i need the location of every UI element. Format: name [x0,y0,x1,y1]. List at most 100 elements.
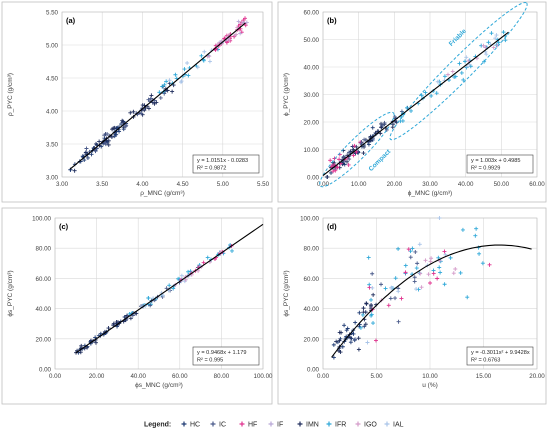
y-tick-label: 5.00 [46,43,59,50]
x-tick-label: 60.00 [172,373,188,380]
x-tick-label: 0.00 [317,181,330,188]
data-point-IMN [337,338,342,343]
data-point-HC [342,323,347,328]
equation-line: y = 1.0151x - 0.0283 [197,158,248,164]
data-point-IAL [467,62,472,67]
x-tick-label: 5.50 [257,181,270,188]
data-point-IC [396,319,401,324]
data-point-IC [102,133,107,138]
y-tick-label: 60.00 [36,276,52,283]
plot-area [61,11,264,178]
data-point-IGO [234,32,239,37]
data-point-IFR [146,295,151,300]
equation-box [466,154,534,174]
data-point-IFR [437,265,442,270]
trend-line [69,22,246,170]
data-point-IFR [486,40,491,45]
x-tick-label: 80.00 [214,373,230,380]
data-point-IGO [453,267,458,271]
y-tick-label: 80.00 [36,246,52,253]
data-point-IAL [179,273,184,278]
plot-area [322,217,538,370]
legend-marker-IFR [326,421,332,427]
data-point-IAL [161,293,166,298]
data-point-IMN [131,109,136,114]
data-point-IC [380,123,385,128]
data-point-IC [353,337,358,342]
data-point-IFR [459,70,464,75]
data-point-IMN [93,340,98,345]
x-tick-label: 3.00 [56,181,69,188]
data-point-HF [428,281,433,286]
data-point-HF [243,16,248,21]
data-point-IGO [426,272,431,277]
y-tick-label: 0.00 [307,175,320,182]
y-tick-label: 40.00 [304,65,320,72]
equation-line: R² = 0.9872 [197,166,226,172]
data-point-IMN [94,141,99,146]
data-point-HC [353,320,358,325]
data-point-IAL [464,55,469,60]
data-point-IF [218,40,223,45]
data-point-IFR [458,270,463,275]
data-point-IFR [473,233,478,238]
data-point-IMN [121,125,126,130]
data-point-IMN [369,302,374,307]
data-point-IFR [360,312,365,317]
data-point-IFR [442,74,447,79]
legend-marker-IAL [384,421,390,427]
data-point-IMN [110,127,115,132]
data-point-IMN [361,151,366,156]
panel-frame [1,207,273,405]
y-tick-label: 0.00 [307,367,320,374]
y-tick-label: 60.00 [304,10,320,17]
data-point-IMN [363,322,368,327]
data-point-IFR [457,61,462,66]
data-point-HF [335,165,340,170]
legend-marker-IC [210,421,216,427]
data-point-IGO [418,271,423,276]
legend-marker-IF [268,421,274,427]
x-tick-label: 4.00 [136,181,149,188]
data-point-IFR [186,269,191,274]
data-point-IAL [179,80,184,85]
data-point-IFR [408,249,413,254]
data-point-IFR [396,246,401,251]
legend: Legend: HC IC HF IF IMN IFR IGO IAL [144,421,404,429]
data-point-IFR [461,77,466,82]
data-point-IFR [164,79,169,84]
data-point-IAL [370,285,375,290]
data-point-IC [393,296,398,301]
data-point-IFR [423,90,428,95]
y-tick-label: 10.00 [304,147,320,154]
y-axis-label: ρ_PYC (g/cm³) [7,73,14,116]
data-point-HC [113,132,118,137]
data-point-IAL [389,285,394,290]
data-point-IMN [361,310,366,315]
data-point-IC [84,146,89,151]
data-point-IFR [452,75,457,80]
data-point-IFR [405,105,410,110]
data-point-IAL [465,64,470,69]
equation-box [192,346,260,366]
data-point-HF [487,262,492,267]
data-point-IMN [348,335,353,340]
x-tick-label: 5.00 [370,373,383,380]
data-point-IFR [205,255,210,260]
data-point-IGO [428,259,433,264]
data-point-IMN [112,125,117,130]
data-point-IMN [362,144,367,149]
y-axis-label: ϕs_PYC (g/cm³) [7,270,14,316]
data-point-IMN [336,348,341,353]
data-point-IC [139,111,144,116]
data-point-IFR [429,93,434,98]
data-point-IFR [171,286,176,291]
data-point-IFR [393,276,398,281]
data-point-IAL [195,65,200,70]
data-point-IMN [140,103,145,108]
data-point-HC [89,152,94,157]
legend-title: Legend: [144,422,171,429]
data-point-IMN [361,306,366,311]
data-point-HF [201,260,206,265]
